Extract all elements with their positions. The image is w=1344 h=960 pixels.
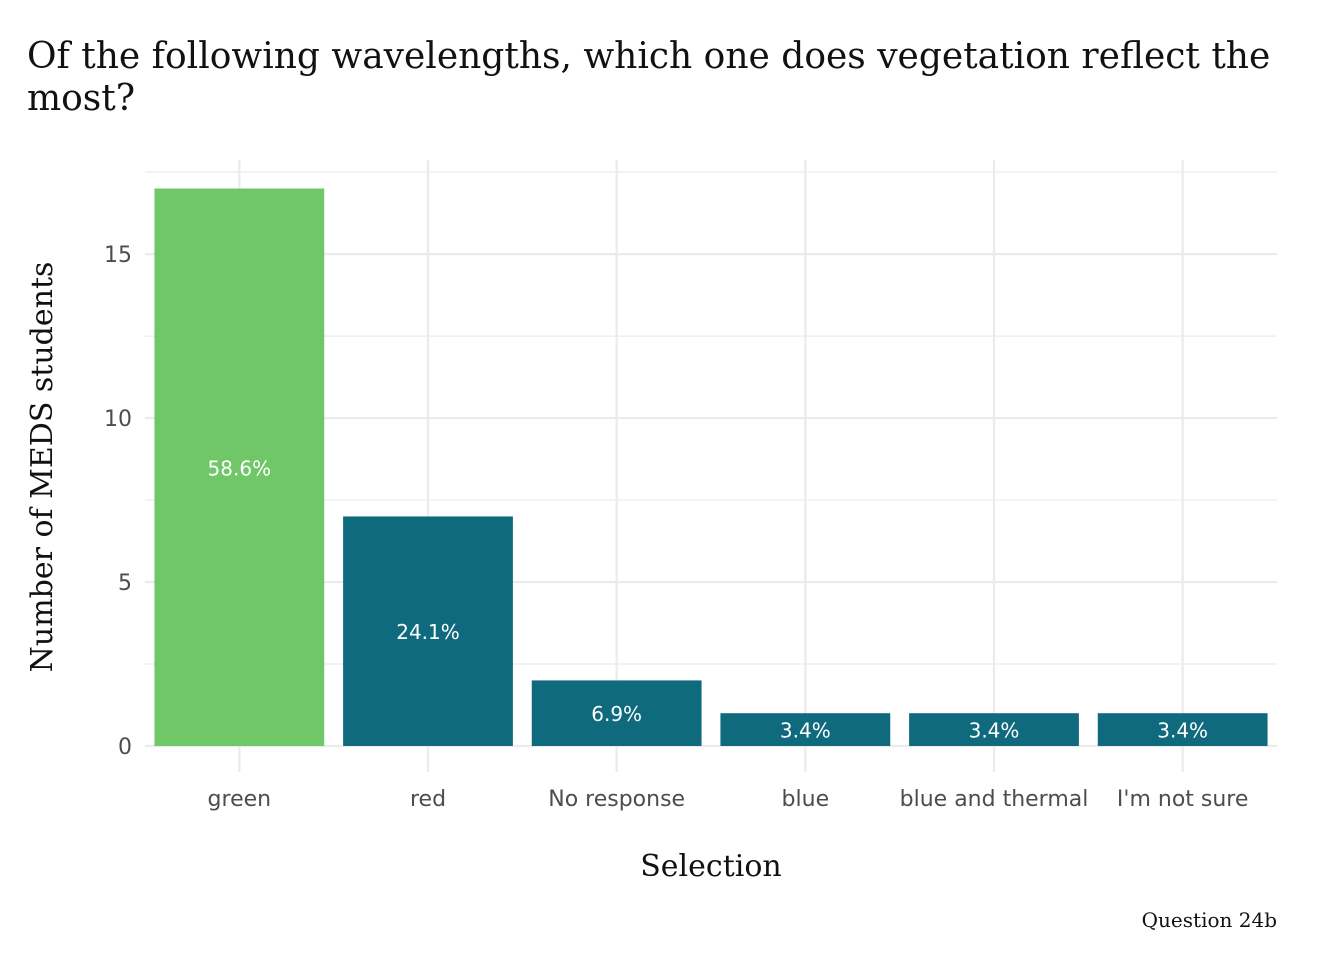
x-tick-label: green <box>208 787 272 812</box>
caption: Question 24b <box>1142 908 1277 932</box>
x-tick-label: red <box>410 787 446 812</box>
y-axis-title: Number of MEDS students <box>25 262 60 673</box>
chart-title-line-2: most? <box>27 78 135 119</box>
bar-value-label: 3.4% <box>780 719 831 743</box>
grid <box>145 160 1277 772</box>
axis-ticks: 0 5 10 15 green red No response blue blue and th… <box>104 243 1248 812</box>
y-tick-label: 15 <box>104 243 132 268</box>
bar-blue-and-thermal <box>909 713 1079 746</box>
bars: 58.6% 24.1% 6.9% 3.4% 3.4% 3.4% <box>154 188 1268 747</box>
y-tick-label: 5 <box>118 571 132 596</box>
y-tick-label: 0 <box>118 735 132 760</box>
x-tick-label: No response <box>548 787 685 812</box>
bar-value-label: 3.4% <box>1157 719 1208 743</box>
bar-value-label: 58.6% <box>208 456 272 480</box>
y-tick-label: 10 <box>104 407 132 432</box>
bar-green <box>154 188 325 747</box>
x-tick-label: blue and thermal <box>900 787 1089 812</box>
x-axis-title: Selection <box>640 849 782 884</box>
bar-blue <box>720 713 891 746</box>
bar-value-label: 24.1% <box>396 620 460 644</box>
chart-title-line-1: Of the following wavelengths, which one … <box>27 36 1270 77</box>
bar-i-m-not-sure <box>1097 713 1268 746</box>
bar-value-label: 6.9% <box>591 702 642 726</box>
x-tick-label: I'm not sure <box>1117 787 1248 812</box>
x-tick-label: blue <box>782 787 830 812</box>
bar-no-response <box>531 680 702 746</box>
bar-value-label: 3.4% <box>969 719 1020 743</box>
bar-red <box>343 516 513 746</box>
